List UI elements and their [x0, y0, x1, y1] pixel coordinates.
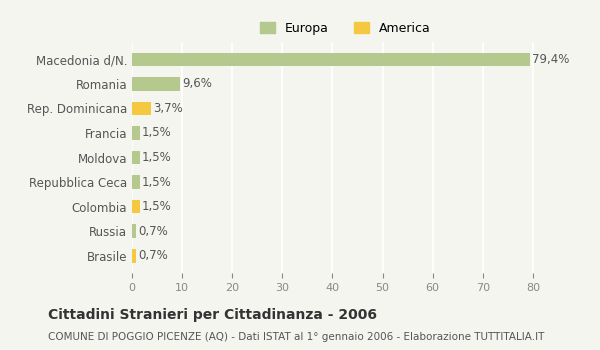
Text: 1,5%: 1,5%	[142, 126, 172, 139]
Text: 79,4%: 79,4%	[532, 53, 570, 66]
Text: COMUNE DI POGGIO PICENZE (AQ) - Dati ISTAT al 1° gennaio 2006 - Elaborazione TUT: COMUNE DI POGGIO PICENZE (AQ) - Dati IST…	[48, 331, 544, 342]
Text: 1,5%: 1,5%	[142, 151, 172, 164]
Text: Cittadini Stranieri per Cittadinanza - 2006: Cittadini Stranieri per Cittadinanza - 2…	[48, 308, 377, 322]
Text: 1,5%: 1,5%	[142, 176, 172, 189]
Text: 0,7%: 0,7%	[138, 249, 168, 262]
Bar	[132, 52, 530, 66]
Bar	[132, 224, 136, 238]
Text: 3,7%: 3,7%	[153, 102, 183, 115]
Bar	[132, 126, 140, 140]
Text: 9,6%: 9,6%	[182, 77, 212, 90]
Bar	[132, 200, 140, 214]
Text: 1,5%: 1,5%	[142, 200, 172, 213]
Bar	[132, 102, 151, 115]
Text: 0,7%: 0,7%	[138, 225, 168, 238]
Bar	[132, 249, 136, 262]
Legend: Europa, America: Europa, America	[256, 18, 434, 39]
Bar	[132, 151, 140, 164]
Bar	[132, 175, 140, 189]
Bar	[132, 77, 180, 91]
